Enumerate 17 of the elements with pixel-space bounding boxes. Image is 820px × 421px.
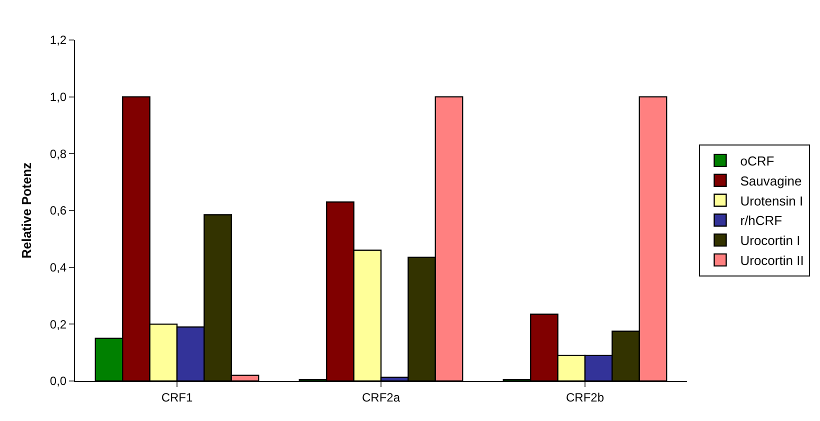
y-tick-label: 1,0 xyxy=(50,90,67,104)
x-tick-label: CRF2b xyxy=(566,390,604,404)
legend-label: Urotensin I xyxy=(740,193,804,208)
legend-label: Urocortin I xyxy=(740,233,800,248)
legend-label: oCRF xyxy=(740,154,774,169)
y-tick-label: 1,2 xyxy=(50,33,67,48)
y-tick-label: 0,6 xyxy=(50,204,67,218)
legend-label: r/hCRF xyxy=(740,213,782,228)
x-tick-label: CRF1 xyxy=(161,390,193,404)
y-axis-title: Relative Potenz xyxy=(18,162,34,259)
y-tick-label: 0,2 xyxy=(50,317,67,332)
legend-label: Urocortin II xyxy=(740,253,804,268)
legend-label: Sauvagine xyxy=(740,173,802,188)
y-tick-label: 0,4 xyxy=(50,260,67,275)
x-tick-label: CRF2a xyxy=(362,390,400,404)
y-tick-label: 0,0 xyxy=(50,374,67,388)
y-tick-label: 0,8 xyxy=(50,146,67,161)
